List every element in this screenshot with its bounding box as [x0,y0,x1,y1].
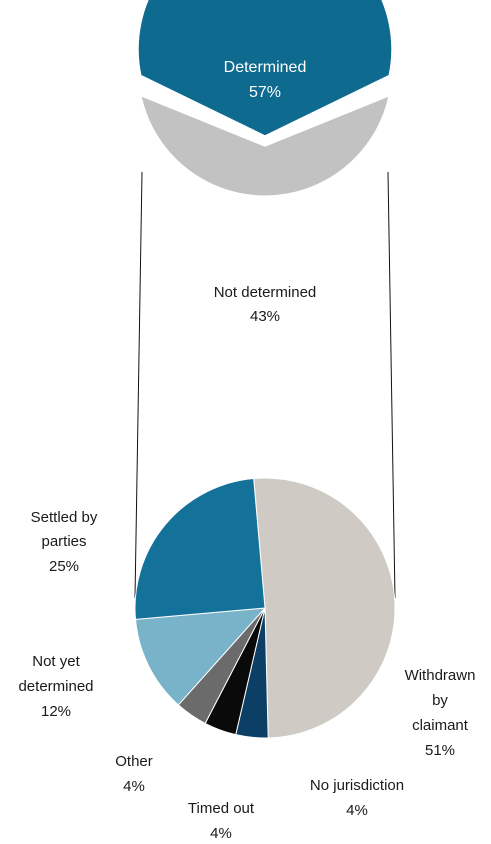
slice-settled-by-parties [134,477,266,620]
slice-label-not-yet-line2: determined [18,678,93,695]
top-pie [137,0,393,197]
slice-label-other: Other [115,753,153,770]
slice-label-determined: Determined [224,59,307,76]
slice-value-withdrawn: 51% [425,742,455,759]
slice-not-yet-determined [134,607,267,706]
slice-value-settled: 25% [49,558,79,575]
slice-value-not-determined: 43% [250,308,280,325]
slice-value-other: 4% [123,778,145,795]
slice-label-withdrawn-line3: claimant [412,717,469,734]
slice-determined [137,0,393,137]
connector-lines [134,171,396,599]
slice-label-withdrawn-line1: Withdrawn [405,667,476,684]
connector-line-left [134,171,143,599]
slice-value-not-yet: 12% [41,703,71,720]
slice-not-determined [139,94,391,197]
bottom-pie [134,477,396,739]
slice-label-settled-line1: Settled by [31,509,98,526]
slice-label-not-yet-line1: Not yet [32,653,80,670]
slice-value-determined: 57% [249,84,281,101]
slice-label-withdrawn-line2: by [432,692,448,709]
slice-label-no-jurisdiction: No jurisdiction [310,777,404,794]
connector-line-right [387,171,396,599]
slice-label-not-determined: Not determined [214,284,317,301]
slice-value-no-jurisdiction: 4% [346,802,368,819]
slice-value-timed-out: 4% [210,825,232,842]
slice-withdrawn-by-claimant [253,477,396,739]
slice-label-timed-out: Timed out [188,800,255,817]
slice-label-settled-line2: parties [41,533,86,550]
